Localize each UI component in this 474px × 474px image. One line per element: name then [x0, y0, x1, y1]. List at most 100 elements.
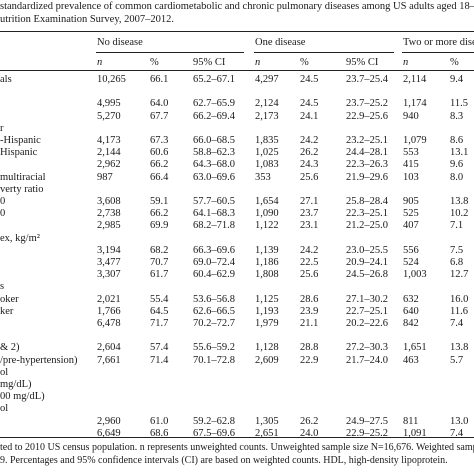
- row-label: 0: [0, 196, 6, 207]
- table-cell-p2: 24.2: [300, 245, 319, 256]
- group-header-one-disease: One disease: [255, 37, 306, 48]
- table-cell-n3: 1,651: [403, 342, 427, 353]
- row-label: -Hispanic: [0, 135, 41, 146]
- table-cell-n1: 2,738: [97, 208, 121, 219]
- table-cell-p1: 70.7: [150, 257, 169, 268]
- table-cell-c1: 57.7–60.5: [193, 196, 235, 207]
- table-cell-p3: 12.7: [450, 269, 469, 280]
- table-cell-p1: 71.4: [150, 355, 169, 366]
- table-cell-p2: 24.3: [300, 159, 319, 170]
- table-cell-p2: 24.2: [300, 135, 319, 146]
- group-header-two-or-more: Two or more disea: [403, 37, 474, 48]
- table-cell-n1: 3,608: [97, 196, 121, 207]
- table-cell-c1: 70.1–72.8: [193, 355, 235, 366]
- table-cell-p3: 13.8: [450, 196, 469, 207]
- row-label: mg/dL): [0, 379, 32, 390]
- table-cell-p3: 11.5: [450, 98, 468, 109]
- row-label: als: [0, 74, 12, 85]
- table-cell-p1: 64.0: [150, 98, 169, 109]
- table-cell-n1: 2,985: [97, 220, 121, 231]
- table-cell-n3: 632: [403, 294, 419, 305]
- table-cell-c2: 23.0–25.5: [346, 245, 388, 256]
- table-cell-n1: 2,604: [97, 342, 121, 353]
- table-cell-n3: 525: [403, 208, 419, 219]
- table-cell-n3: 940: [403, 111, 419, 122]
- table-cell-p3: 9.4: [450, 74, 464, 85]
- table-cell-c1: 59.2–62.8: [193, 416, 235, 427]
- top-rule: [0, 31, 474, 32]
- table-cell-c2: 22.9–25.6: [346, 111, 388, 122]
- table-cell-p3: 13.0: [450, 416, 469, 427]
- subheader-n-2: n: [255, 57, 261, 68]
- table-cell-n2: 1,193: [255, 306, 279, 317]
- table-cell-p2: 21.1: [300, 318, 319, 329]
- table-cell-p3: 6.8: [450, 257, 464, 268]
- table-cell-p2: 23.7: [300, 208, 319, 219]
- table-footnote: ted to 2010 US census population. n repr…: [0, 441, 474, 467]
- table-cell-p3: 16.0: [450, 294, 469, 305]
- table-cell-p3: 7.5: [450, 245, 464, 256]
- row-label: ol: [0, 367, 9, 378]
- table-cell-c2: 22.3–25.1: [346, 208, 388, 219]
- subheader-pct-1: %: [150, 57, 159, 68]
- table-cell-c2: 21.2–25.0: [346, 220, 388, 231]
- table-cell-c1: 62.7–65.9: [193, 98, 235, 109]
- table-cell-c2: 23.7–25.4: [346, 74, 388, 85]
- table-cell-p1: 61.7: [150, 269, 169, 280]
- table-cell-n3: 553: [403, 147, 419, 158]
- table-cell-c1: 69.0–72.4: [193, 257, 235, 268]
- table-cell-n2: 2,651: [255, 428, 279, 439]
- table-cell-c1: 58.8–62.3: [193, 147, 235, 158]
- table-cell-p1: 61.0: [150, 416, 169, 427]
- table-cell-p1: 66.1: [150, 74, 169, 85]
- caption-line-1: standardized prevalence of common cardio…: [0, 1, 474, 12]
- table-cell-n2: 2,173: [255, 111, 279, 122]
- table-cell-n3: 640: [403, 306, 419, 317]
- group-rule-3: [402, 52, 474, 53]
- table-cell-c2: 24.5–26.8: [346, 269, 388, 280]
- table-cell-c1: 63.0–69.6: [193, 172, 235, 183]
- table-cell-n2: 1,654: [255, 196, 279, 207]
- table-cell-n2: 1,090: [255, 208, 279, 219]
- table-cell-n1: 10,265: [97, 74, 126, 85]
- table-cell-p2: 24.1: [300, 111, 319, 122]
- table-cell-n2: 1,125: [255, 294, 279, 305]
- row-label: r: [0, 123, 4, 134]
- row-label: ex, kg/m²: [0, 233, 40, 244]
- table-cell-p1: 71.7: [150, 318, 169, 329]
- table-cell-c1: 66.2–69.4: [193, 111, 235, 122]
- table-cell-n2: 2,124: [255, 98, 279, 109]
- table-cell-n1: 4,995: [97, 98, 121, 109]
- subheader-pct-3: %: [450, 57, 459, 68]
- table-cell-n1: 6,478: [97, 318, 121, 329]
- table-cell-c1: 64.1–68.3: [193, 208, 235, 219]
- table-cell-p2: 24.5: [300, 74, 319, 85]
- table-cell-n1: 5,270: [97, 111, 121, 122]
- table-cell-p1: 69.9: [150, 220, 169, 231]
- table-caption: standardized prevalence of common cardio…: [0, 0, 474, 26]
- table-cell-c2: 20.2–22.6: [346, 318, 388, 329]
- table-cell-n2: 2,609: [255, 355, 279, 366]
- footnote-line-1: ted to 2010 US census population. n repr…: [0, 442, 474, 453]
- table-cell-c2: 20.9–24.1: [346, 257, 388, 268]
- table-cell-n3: 103: [403, 172, 419, 183]
- table-cell-n1: 3,194: [97, 245, 121, 256]
- table-cell-n1: 2,021: [97, 294, 121, 305]
- table-cell-p2: 28.6: [300, 294, 319, 305]
- table-cell-p2: 25.6: [300, 269, 319, 280]
- table-cell-n1: 2,144: [97, 147, 121, 158]
- group-rule-2: [254, 52, 394, 53]
- subheader-pct-2: %: [300, 57, 309, 68]
- table-cell-n3: 463: [403, 355, 419, 366]
- table-cell-p3: 5.7: [450, 355, 464, 366]
- table-cell-n2: 353: [255, 172, 271, 183]
- header-bottom-rule: [0, 70, 474, 71]
- table-cell-n3: 1,079: [403, 135, 427, 146]
- table-cell-p3: 8.6: [450, 135, 464, 146]
- table-cell-p2: 24.0: [300, 428, 319, 439]
- table-cell-c2: 25.8–28.4: [346, 196, 388, 207]
- table-cell-c2: 27.1–30.2: [346, 294, 388, 305]
- table-cell-c2: 24.4–28.1: [346, 147, 388, 158]
- table-cell-p3: 9.6: [450, 159, 464, 170]
- table-cell-c1: 65.2–67.1: [193, 74, 235, 85]
